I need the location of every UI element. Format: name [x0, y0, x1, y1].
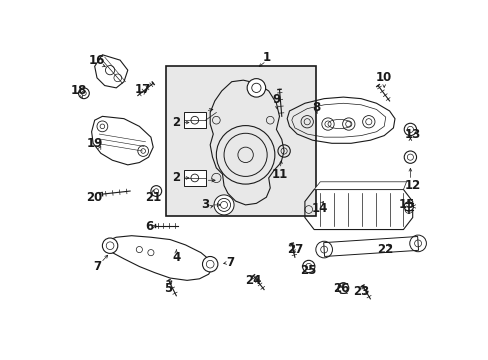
Text: 4: 4 [172, 251, 180, 264]
Text: 2: 2 [172, 171, 180, 184]
Bar [183, 112, 205, 128]
Text: 22: 22 [377, 243, 393, 256]
Text: 8: 8 [312, 100, 320, 114]
Text: 9: 9 [272, 93, 280, 106]
Text: 13: 13 [404, 127, 420, 140]
Text: 15: 15 [398, 198, 415, 211]
Circle shape [202, 256, 218, 272]
Text: 27: 27 [286, 243, 303, 256]
Text: 19: 19 [86, 137, 102, 150]
Circle shape [246, 78, 265, 97]
Polygon shape [313, 182, 406, 189]
Text: 21: 21 [145, 191, 161, 204]
Text: 16: 16 [89, 54, 105, 67]
Text: 7: 7 [225, 256, 234, 269]
Circle shape [404, 202, 413, 211]
Text: 17: 17 [135, 83, 151, 96]
Bar [183, 170, 205, 186]
Circle shape [190, 174, 198, 182]
Text: 18: 18 [71, 85, 87, 98]
Bar [166, 66, 316, 216]
Text: 20: 20 [86, 191, 102, 204]
Circle shape [190, 116, 198, 124]
Text: 6: 6 [145, 220, 153, 233]
Circle shape [102, 238, 118, 253]
Text: 26: 26 [332, 282, 348, 294]
Text: 14: 14 [311, 202, 328, 215]
Text: 12: 12 [404, 179, 420, 192]
Text: 7: 7 [93, 260, 101, 273]
Text: 11: 11 [272, 168, 288, 181]
Text: 2: 2 [172, 116, 180, 129]
Text: 3: 3 [201, 198, 208, 211]
Text: 23: 23 [352, 285, 368, 298]
Text: 5: 5 [164, 282, 172, 294]
Text: 10: 10 [375, 71, 391, 84]
Text: 25: 25 [300, 264, 316, 277]
Text: 1: 1 [262, 50, 270, 64]
Text: 24: 24 [244, 274, 261, 287]
Circle shape [214, 195, 234, 215]
